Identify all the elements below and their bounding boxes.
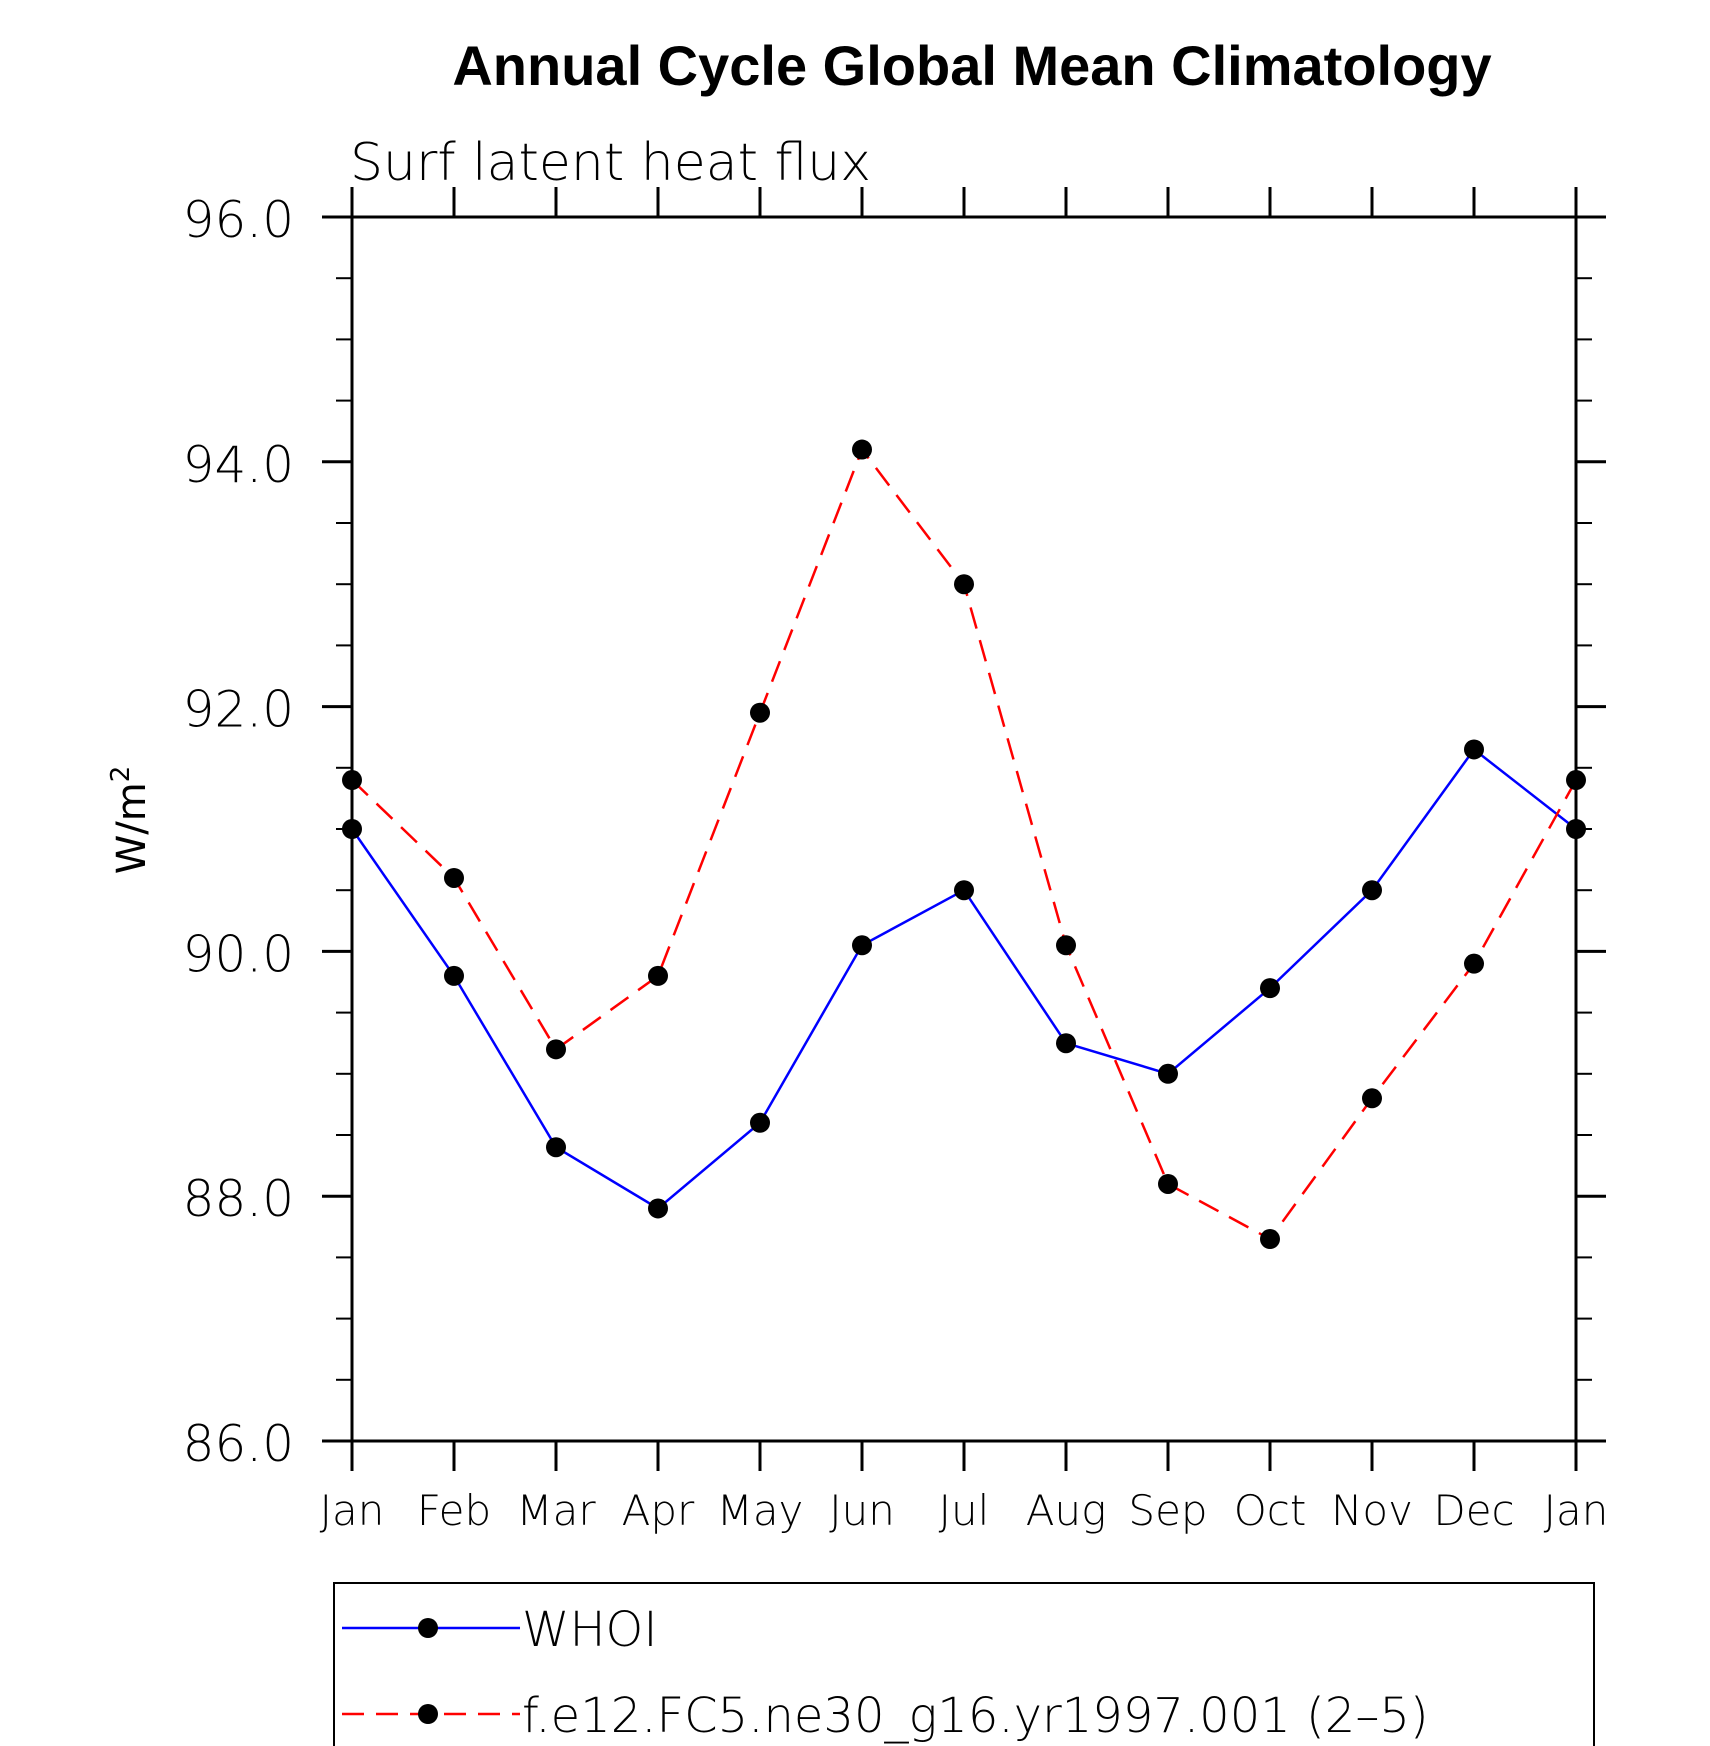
x-tick-label: Feb bbox=[417, 1486, 491, 1535]
legend-box bbox=[333, 1582, 1595, 1746]
series-point-0 bbox=[1158, 1063, 1178, 1084]
x-tick-label: Jun bbox=[829, 1486, 895, 1535]
series-point-1 bbox=[1158, 1173, 1178, 1194]
y-axis-label-superscript: 2 bbox=[106, 766, 136, 783]
x-tick-label: Jan bbox=[1544, 1486, 1609, 1535]
y-tick-label: 96.0 bbox=[183, 191, 294, 249]
legend-label: f.e12.FC5.ne30_g16.yr1997.001 (2–5) bbox=[522, 1688, 1429, 1744]
x-tick-label: May bbox=[717, 1486, 804, 1535]
series-point-1 bbox=[1260, 1229, 1280, 1250]
svg-text:W/m2: W/m2 bbox=[106, 766, 155, 875]
series-point-1 bbox=[546, 1039, 566, 1060]
x-tick-label: Jul bbox=[939, 1486, 990, 1535]
x-tick-label: Apr bbox=[622, 1486, 695, 1535]
chart-subtitle: Surf latent heat flux bbox=[350, 133, 871, 193]
x-tick-label: Oct bbox=[1234, 1486, 1307, 1535]
series-point-0 bbox=[648, 1198, 668, 1219]
y-tick-label: 86.0 bbox=[183, 1415, 294, 1473]
y-tick-label: 94.0 bbox=[183, 436, 294, 494]
series-point-0 bbox=[1362, 880, 1382, 901]
series-point-0 bbox=[1464, 739, 1484, 760]
series-point-0 bbox=[750, 1112, 770, 1133]
legend-marker bbox=[418, 1618, 438, 1638]
series-point-0 bbox=[546, 1137, 566, 1158]
series-point-0 bbox=[342, 819, 362, 839]
legend: WHOI f.e12.FC5.ne30_g16.yr1997.001 (2–5) bbox=[333, 1582, 1595, 1746]
legend-label: WHOI bbox=[522, 1602, 658, 1658]
series-point-1 bbox=[1362, 1088, 1382, 1109]
x-tick-label: Jan bbox=[320, 1486, 385, 1535]
series-point-0 bbox=[1260, 978, 1280, 999]
y-axis-label: W/m2 bbox=[106, 766, 155, 875]
series-line-1 bbox=[351, 447, 1578, 1241]
x-tick-label: Mar bbox=[516, 1486, 596, 1535]
y-tick-label: 88.0 bbox=[183, 1170, 294, 1228]
series-point-1 bbox=[1464, 953, 1484, 974]
series-point-1 bbox=[342, 770, 362, 791]
series-point-1 bbox=[648, 965, 668, 986]
chart-title: Annual Cycle Global Mean Climatology bbox=[452, 34, 1491, 97]
x-tick-label: Aug bbox=[1026, 1486, 1107, 1535]
series-point-1 bbox=[750, 702, 770, 723]
series-line-0 bbox=[350, 747, 1577, 1210]
y-axis-label-text: W/m bbox=[109, 782, 155, 874]
series-point-1 bbox=[852, 439, 872, 460]
axes: 86.0 88.0 90.0 92.0 94.0 96.0 Jan Feb Mar Apr May J… bbox=[183, 187, 1609, 1535]
plot-frame bbox=[350, 215, 1578, 1443]
series-point-0 bbox=[1566, 819, 1586, 839]
series-point-1 bbox=[1056, 935, 1076, 956]
y-tick-label: 92.0 bbox=[183, 681, 294, 739]
series-point-0 bbox=[954, 880, 974, 901]
series-point-1 bbox=[954, 574, 974, 595]
series-point-1 bbox=[444, 867, 464, 888]
series-point-0 bbox=[852, 935, 872, 956]
x-tick-label: Nov bbox=[1331, 1486, 1413, 1535]
series-point-0 bbox=[444, 965, 464, 986]
y-tick-label: 90.0 bbox=[183, 925, 294, 983]
x-tick-label: Sep bbox=[1128, 1486, 1207, 1535]
series-layer bbox=[342, 439, 1586, 1250]
legend-marker bbox=[418, 1704, 438, 1724]
series-point-0 bbox=[1056, 1033, 1076, 1054]
series-point-1 bbox=[1566, 770, 1586, 791]
legend-entries: WHOI f.e12.FC5.ne30_g16.yr1997.001 (2–5) bbox=[342, 1602, 1429, 1744]
x-tick-label: Dec bbox=[1433, 1486, 1514, 1535]
